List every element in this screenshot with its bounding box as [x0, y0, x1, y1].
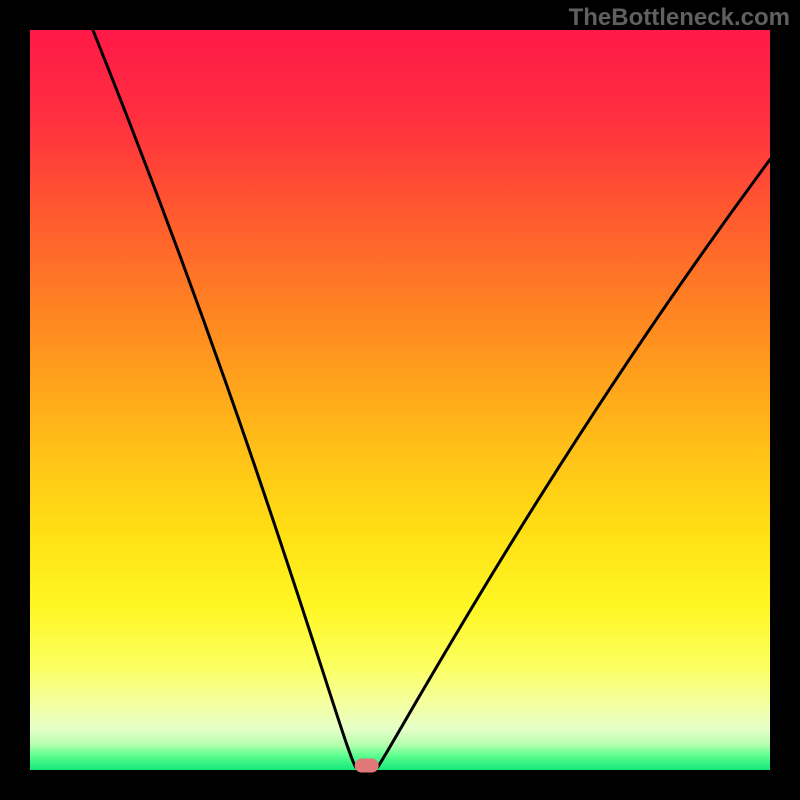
optimum-marker	[355, 759, 379, 773]
bottleneck-chart	[0, 0, 800, 800]
watermark-text: TheBottleneck.com	[569, 4, 790, 32]
chart-container: TheBottleneck.com	[0, 0, 800, 800]
plot-gradient-area	[30, 30, 770, 770]
